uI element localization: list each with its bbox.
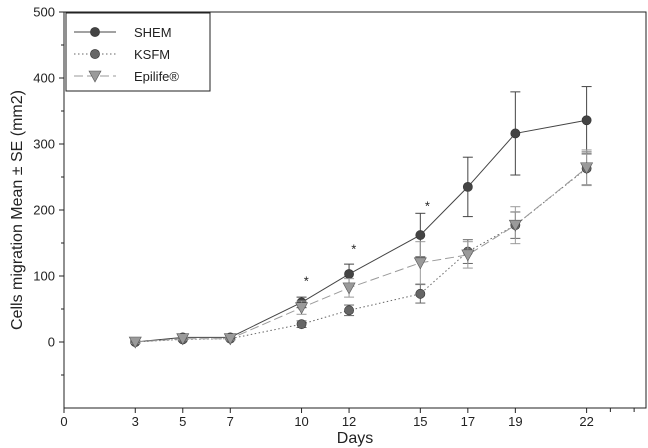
x-tick-label: 19 — [508, 414, 522, 429]
data-point — [415, 288, 426, 299]
x-axis: 0 3 5 7 10 12 15 17 19 22 — [60, 408, 635, 429]
series-line — [135, 168, 587, 343]
legend-entry: SHEM — [74, 25, 172, 40]
x-tick-label: 5 — [179, 414, 186, 429]
significance-marker: * — [304, 273, 309, 288]
annotation-layer: * * * — [304, 199, 430, 289]
data-point — [508, 219, 522, 232]
x-tick-label: 10 — [294, 414, 308, 429]
legend-entry: Epilife® — [74, 69, 179, 84]
data-point — [580, 162, 594, 175]
y-tick-label: 500 — [33, 5, 55, 20]
x-axis-label: Days — [337, 430, 373, 447]
data-point — [462, 181, 473, 192]
legend-entry: KSFM — [74, 47, 170, 62]
y-axis-label: Cells migration Mean ± SE (mm2) — [9, 90, 26, 330]
legend: SHEM KSFM Epilife® — [65, 12, 211, 92]
series-line — [135, 119, 587, 343]
y-tick-label: 200 — [33, 203, 55, 218]
x-tick-label: 15 — [413, 414, 427, 429]
y-tick-label: 400 — [33, 71, 55, 86]
x-tick-label: 17 — [461, 414, 475, 429]
data-point — [296, 319, 307, 330]
x-tick-label: 22 — [579, 414, 593, 429]
y-tick-label: 100 — [33, 269, 55, 284]
legend-label: KSFM — [134, 47, 170, 62]
data-point — [413, 257, 427, 270]
legend-marker — [88, 70, 102, 83]
series-layer — [128, 86, 594, 349]
data-point — [128, 336, 142, 349]
data-point — [510, 128, 521, 139]
significance-marker: * — [425, 199, 430, 214]
data-point — [295, 302, 309, 315]
series-line — [135, 167, 587, 343]
y-axis: 0 100 200 300 400 500 — [33, 5, 64, 376]
x-tick-label: 12 — [342, 414, 356, 429]
data-point — [223, 333, 237, 346]
legend-marker — [90, 27, 100, 37]
legend-label: SHEM — [134, 25, 172, 40]
data-point — [176, 333, 190, 346]
y-tick-label: 0 — [48, 335, 55, 350]
legend-box — [65, 12, 211, 92]
x-tick-label: 0 — [60, 414, 67, 429]
series-0 — [130, 86, 592, 347]
series-2 — [128, 149, 594, 349]
x-tick-label: 7 — [227, 414, 234, 429]
legend-marker — [90, 49, 100, 59]
data-point — [344, 269, 354, 279]
significance-marker: * — [351, 242, 356, 257]
data-point — [415, 230, 426, 240]
legend-label: Epilife® — [134, 69, 179, 84]
x-tick-label: 3 — [132, 414, 139, 429]
y-tick-label: 300 — [33, 137, 55, 152]
data-point — [581, 115, 592, 126]
data-point — [461, 249, 475, 262]
series-1 — [130, 151, 592, 347]
data-point — [342, 282, 356, 295]
data-point — [344, 305, 354, 316]
